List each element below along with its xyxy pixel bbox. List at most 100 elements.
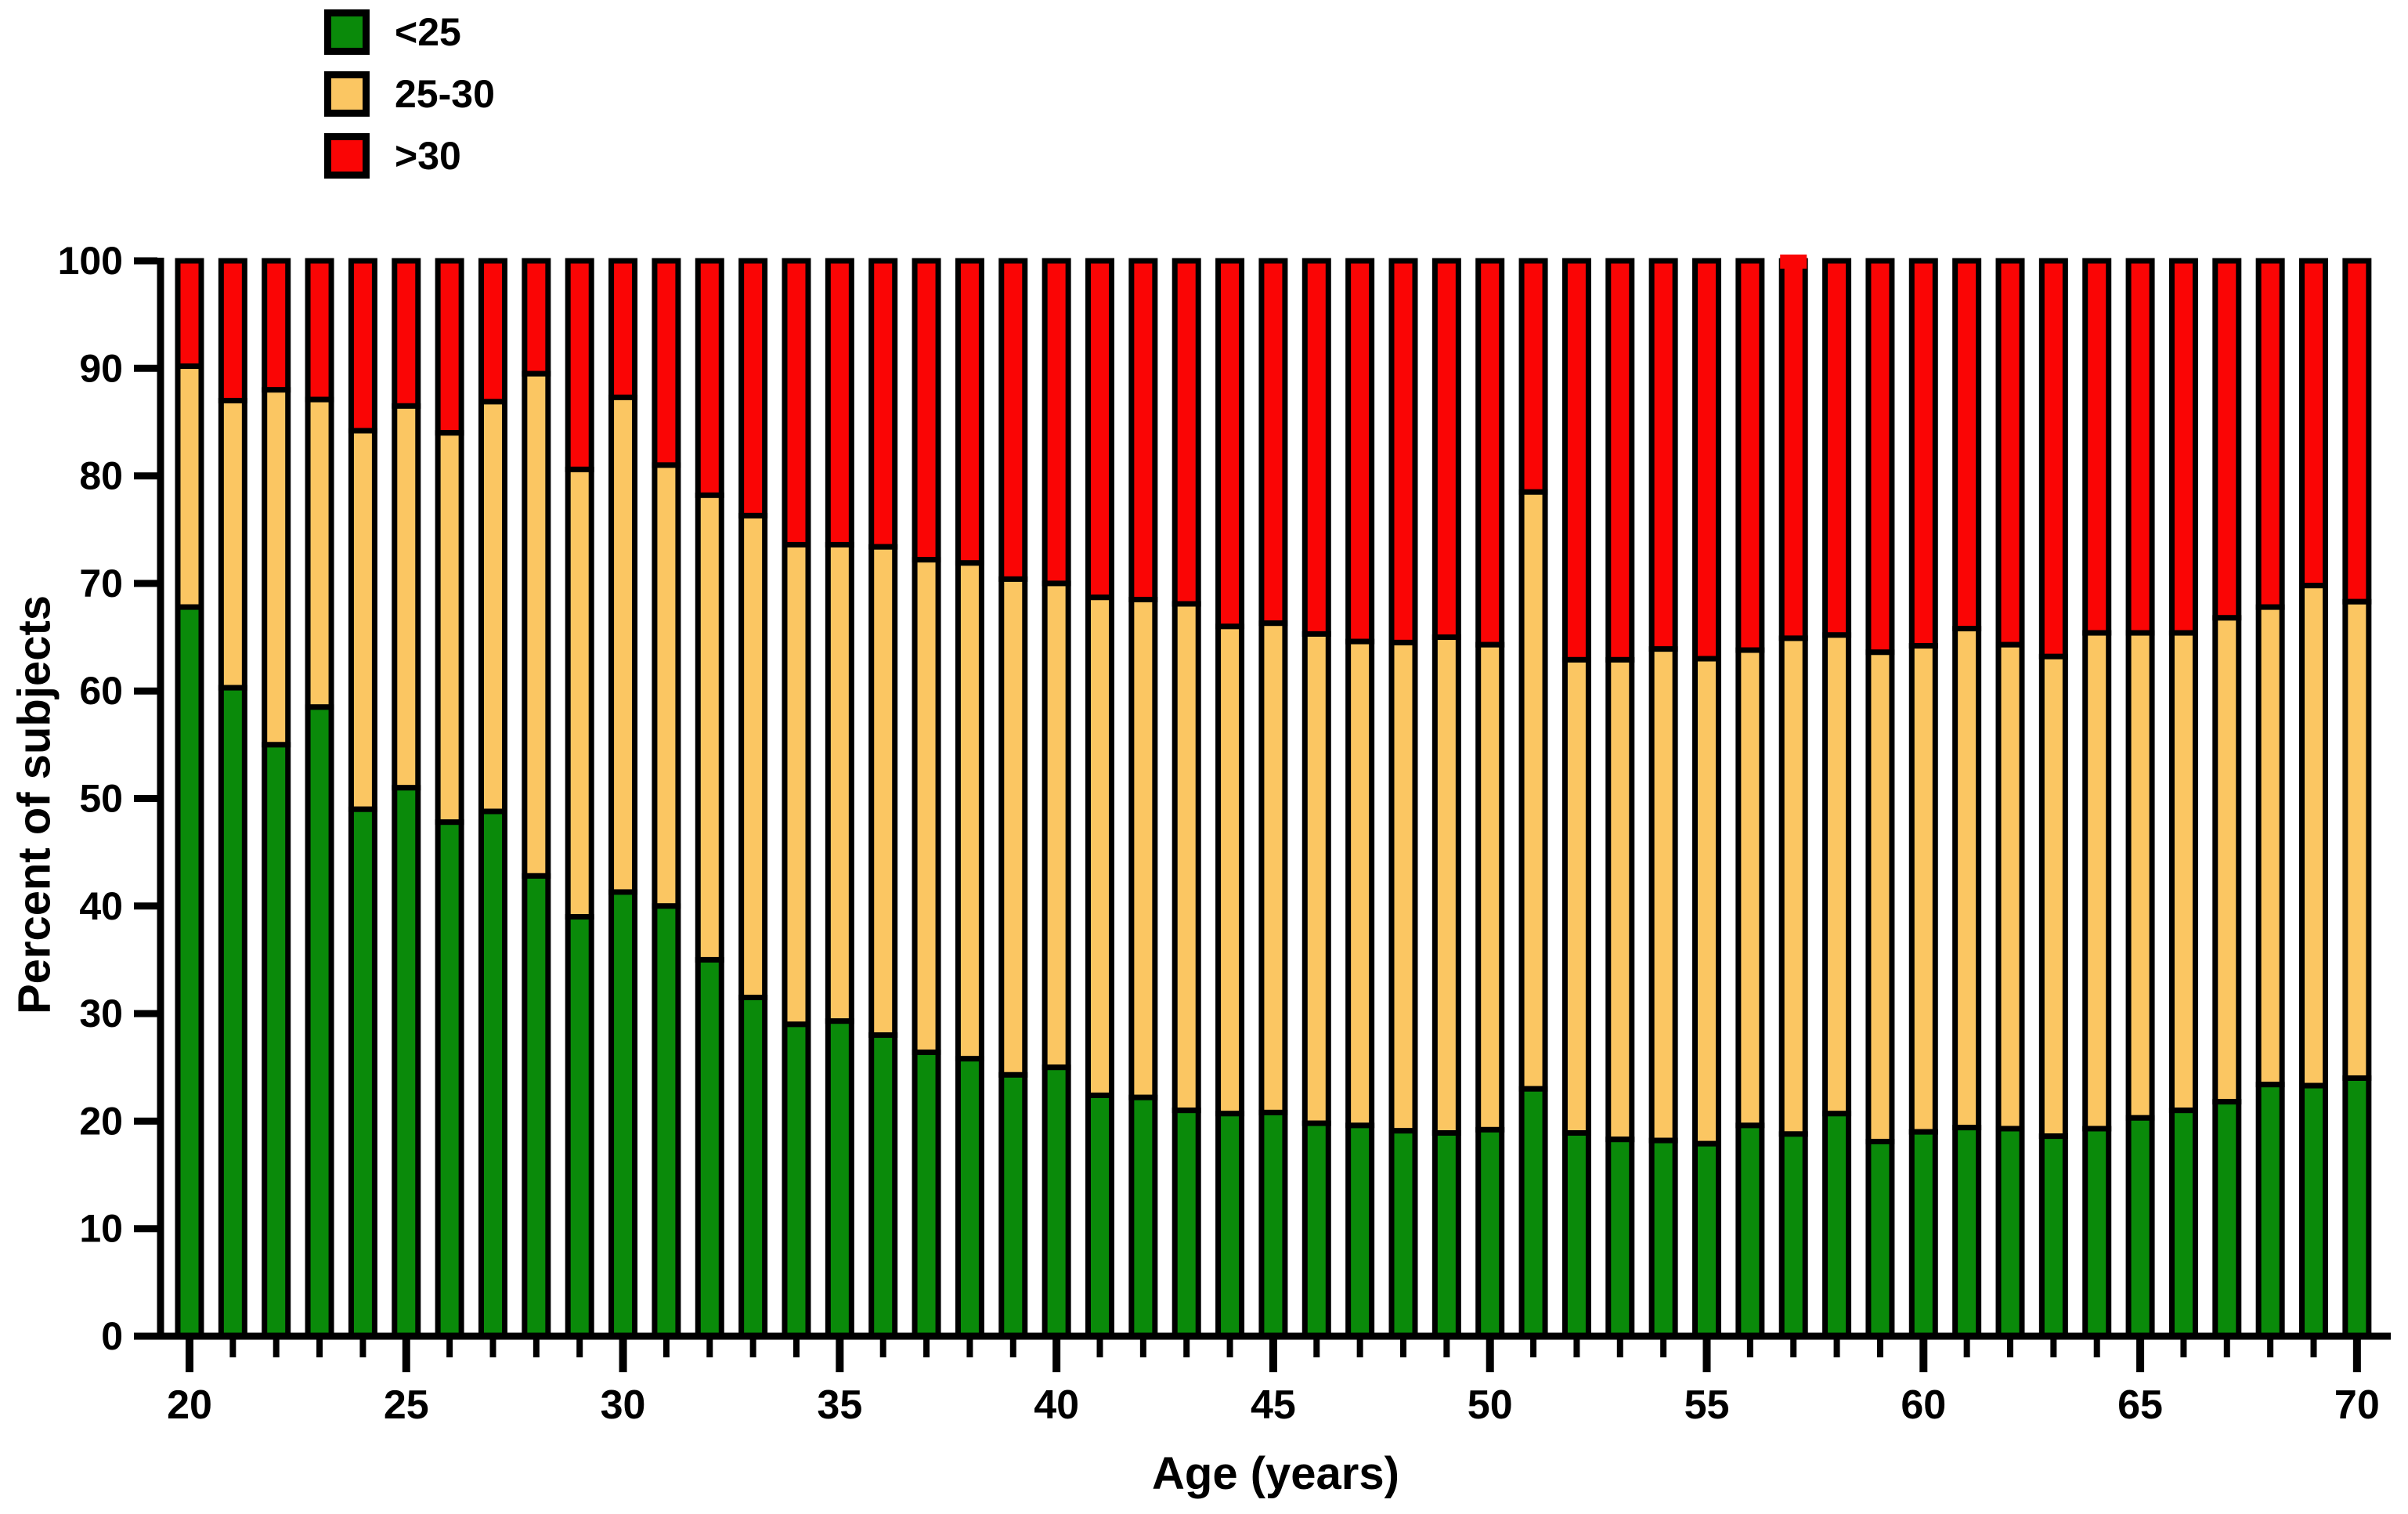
bar-segment-under-25-age-46 [1301, 1120, 1331, 1339]
y-axis-tick-label: 0 [101, 1314, 123, 1358]
bar-segment-25-30-age-58 [1822, 632, 1852, 1117]
bar-segment-25-30-age-26 [435, 430, 464, 826]
bar-segment-over-30-age-49 [1431, 258, 1461, 641]
bar-segment-under-25-age-31 [652, 903, 681, 1339]
bar-segment-over-30-age-60 [1908, 258, 1938, 649]
bar-segment-25-30-age-35 [825, 541, 854, 1024]
bar-segment-over-30-age-25 [392, 258, 421, 409]
bar-segment-25-30-age-33 [738, 512, 768, 1001]
bar-segment-25-30-age-37 [912, 557, 941, 1056]
bar-segment-over-30-age-45 [1258, 258, 1288, 627]
bar-segment-25-30-age-45 [1258, 620, 1288, 1115]
bar-segment-25-30-age-67 [2212, 615, 2242, 1105]
bar-segment-over-30-age-66 [2168, 258, 2198, 636]
x-axis-title: Age (years) [1152, 1448, 1399, 1499]
bar-segment-over-30-age-51 [1518, 258, 1548, 495]
bar-segment-over-30-age-62 [1995, 258, 2025, 648]
bar-segment-over-30-age-69 [2298, 258, 2328, 589]
bar-segment-25-30-age-34 [782, 541, 811, 1028]
bar-segment-under-25-age-30 [608, 889, 638, 1339]
bar-segment-under-25-age-59 [1865, 1138, 1895, 1339]
bar-segment-under-25-age-28 [522, 873, 551, 1339]
bar-segment-over-30-age-32 [695, 258, 724, 498]
bar-segment-over-30-age-42 [1128, 258, 1158, 602]
bar-segment-under-25-age-66 [2168, 1107, 2198, 1339]
bar-segment-under-25-age-56 [1735, 1122, 1765, 1339]
bar-segment-under-25-age-29 [565, 914, 594, 1339]
bar-segment-25-30-age-40 [1042, 580, 1071, 1071]
bar-segment-under-25-age-32 [695, 956, 724, 1339]
bar-segment-over-30-age-47 [1345, 258, 1375, 645]
bar-segment-under-25-age-25 [392, 785, 421, 1339]
x-axis-tick-label: 60 [1901, 1382, 1946, 1428]
bar-segment-over-30-age-58 [1822, 258, 1852, 638]
legend-item-over-30: >30 [324, 133, 495, 179]
y-axis-tick-label: 70 [79, 562, 123, 605]
bar-segment-25-30-age-51 [1518, 489, 1548, 1092]
y-axis-tick-label: 90 [79, 346, 123, 390]
x-axis-tick-label: 40 [1034, 1382, 1079, 1428]
bar-segment-over-30-age-39 [998, 258, 1028, 582]
bar-segment-25-30-age-60 [1908, 643, 1938, 1135]
bar-segment-25-30-age-31 [652, 462, 681, 909]
x-axis-tick-label: 55 [1684, 1382, 1730, 1428]
bar-segment-under-25-age-20 [175, 604, 204, 1339]
legend: <25 25-30 >30 [324, 9, 495, 195]
bar-segment-under-25-age-68 [2255, 1082, 2285, 1339]
bar-segment-under-25-age-62 [1995, 1126, 2025, 1339]
bar-segment-under-25-age-43 [1172, 1107, 1201, 1339]
y-axis-tick-label: 40 [79, 884, 123, 928]
bar-segment-over-30-age-54 [1648, 258, 1678, 652]
bar-segment-25-30-age-70 [2342, 598, 2372, 1081]
bar-segment-over-30-age-20 [175, 258, 204, 370]
bar-segment-over-30-age-22 [262, 258, 291, 393]
y-axis-tick-label: 20 [79, 1099, 123, 1143]
bar-segment-25-30-age-48 [1388, 639, 1418, 1134]
bar-segment-25-30-age-64 [2082, 630, 2112, 1132]
bar-segment-over-30-age-61 [1952, 258, 1982, 632]
bar-segment-over-30-age-28 [522, 258, 551, 377]
y-axis-tick-label: 60 [79, 669, 123, 713]
bar-segment-under-25-age-53 [1605, 1136, 1635, 1339]
bar-segment-under-25-age-37 [912, 1050, 941, 1339]
bar-segment-under-25-age-45 [1258, 1109, 1288, 1339]
bar-segment-under-25-age-24 [348, 806, 377, 1339]
bar-segment-over-30-age-37 [912, 258, 941, 563]
bar-segment-under-25-age-26 [435, 819, 464, 1339]
bar-segment-25-30-age-25 [392, 403, 421, 791]
bar-segment-over-30-age-63 [2038, 258, 2068, 659]
bar-segment-under-25-age-42 [1128, 1094, 1158, 1339]
bar-segment-25-30-age-43 [1172, 601, 1201, 1114]
legend-label: <25 [395, 10, 461, 54]
bar-segment-over-30-age-68 [2255, 258, 2285, 610]
y-axis-tick-label: 10 [79, 1207, 123, 1251]
bar-segment-under-25-age-44 [1215, 1111, 1245, 1339]
bar-segment-25-30-age-24 [348, 428, 377, 812]
bar-segment-under-25-age-23 [305, 704, 334, 1339]
bar-segment-under-25-age-54 [1648, 1137, 1678, 1339]
bar-segment-25-30-age-49 [1431, 634, 1461, 1136]
x-axis-tick-label: 20 [167, 1382, 212, 1428]
bar-segment-over-30-age-31 [652, 258, 681, 468]
bar-segment-under-25-age-22 [262, 742, 291, 1339]
y-axis-tick-label: 50 [79, 777, 123, 821]
legend-swatch-under-25 [324, 9, 370, 55]
bar-segment-under-25-age-61 [1952, 1125, 1982, 1339]
bar-segment-under-25-age-33 [738, 995, 768, 1339]
bar-segment-under-25-age-48 [1388, 1128, 1418, 1339]
bar-segment-over-30-age-21 [218, 258, 247, 403]
y-axis-tick-label: 80 [79, 454, 123, 498]
x-axis-tick-label: 35 [817, 1382, 862, 1428]
bar-segment-25-30-age-32 [695, 492, 724, 963]
bar-segment-under-25-age-39 [998, 1071, 1028, 1339]
bar-segment-25-30-age-44 [1215, 623, 1245, 1117]
bar-segment-over-30-age-48 [1388, 258, 1418, 645]
y-axis-tick-label: 100 [58, 239, 123, 283]
legend-label: >30 [395, 134, 461, 178]
bar-segment-25-30-age-61 [1952, 626, 1982, 1131]
bar-segment-25-30-age-21 [218, 397, 247, 691]
bar-segment-over-30-age-46 [1301, 258, 1331, 637]
bar-segment-under-25-age-21 [218, 685, 247, 1339]
x-axis-tick-label: 50 [1468, 1382, 1513, 1428]
bar-segment-25-30-age-55 [1691, 656, 1721, 1147]
